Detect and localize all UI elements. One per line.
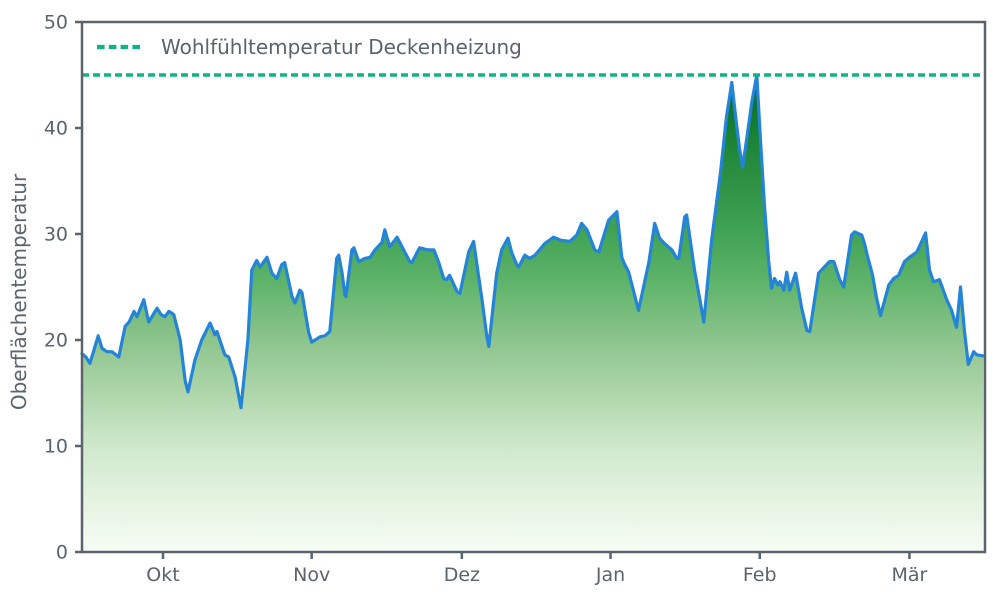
x-tick-label: Feb — [743, 564, 777, 586]
axis-ticks: 0 10 20 30 40 50 Okt Nov Dez Jan Feb Mär — [44, 12, 928, 587]
legend-label: Wohlfühltemperatur Deckenheizung — [161, 35, 522, 59]
y-tick-label: 30 — [44, 224, 68, 246]
y-tick-label: 20 — [44, 330, 68, 352]
x-tick-label: Dez — [444, 564, 480, 586]
plot-frame — [80, 20, 987, 554]
x-tick-label: Nov — [293, 564, 330, 586]
y-tick-label: 50 — [44, 12, 68, 34]
x-tick-label: Okt — [146, 564, 179, 586]
legend: Wohlfühltemperatur Deckenheizung — [97, 35, 522, 59]
x-tick-label: Mär — [891, 564, 927, 586]
y-tick-label: 40 — [44, 118, 68, 140]
temperature-area-fill — [82, 75, 984, 552]
x-tick-label: Jan — [595, 564, 625, 586]
temperature-area-series — [80, 73, 986, 552]
y-tick-label: 0 — [56, 542, 68, 564]
y-axis-label: Oberflächentemperatur — [7, 173, 31, 410]
temperature-line — [80, 73, 986, 410]
y-tick-label: 10 — [44, 436, 68, 458]
